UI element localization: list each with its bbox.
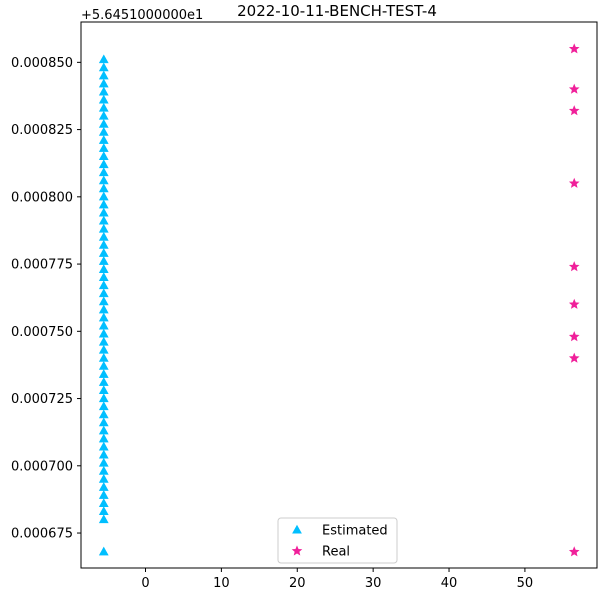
estimated-point (98, 457, 109, 467)
estimated-point (98, 78, 109, 88)
legend-box (277, 517, 398, 564)
y-tick-label: 0.000850 (11, 56, 73, 71)
estimated-point (98, 409, 109, 419)
x-tick-label: 20 (289, 576, 306, 591)
estimated-point (98, 401, 109, 411)
estimated-point (98, 272, 109, 282)
legend-triangle-icon (292, 524, 302, 534)
x-tick-label: 30 (365, 576, 382, 591)
estimated-point (98, 441, 109, 451)
estimated-point (98, 215, 109, 225)
estimated-point (98, 191, 109, 201)
real-point (568, 83, 580, 94)
y-axis: 0.000675 0.000700 0.000725 0.000750 0.000775… (11, 56, 81, 542)
estimated-point (98, 151, 109, 161)
x-tick-label: 40 (441, 576, 458, 591)
estimated-point (98, 417, 109, 427)
estimated-point (98, 159, 109, 169)
estimated-point (98, 328, 109, 338)
estimated-point (98, 304, 109, 314)
estimated-point (98, 320, 109, 330)
estimated-point (98, 118, 109, 128)
estimated-point (98, 280, 109, 290)
y-tick-label: 0.000725 (11, 392, 73, 407)
estimated-point (98, 433, 109, 443)
estimated-point (98, 514, 109, 524)
estimated-point (98, 231, 109, 241)
plot-frame (80, 21, 598, 569)
estimated-point (98, 498, 109, 507)
estimated-point (98, 199, 109, 209)
y-tick-label: 0.000825 (11, 123, 73, 138)
estimated-point (98, 336, 109, 346)
real-point (568, 177, 580, 188)
y-tick-label: 0.000800 (11, 190, 73, 205)
y-tick-label: 0.000700 (11, 459, 73, 474)
real-point (568, 105, 580, 116)
x-tick-label: 0 (141, 576, 149, 591)
estimated-point (98, 62, 109, 72)
estimated-point (98, 312, 109, 322)
estimated-point (98, 344, 109, 354)
estimated-point (98, 256, 109, 265)
y-tick-label: 0.000675 (11, 527, 73, 542)
estimated-point (98, 86, 109, 96)
estimated-point (98, 296, 109, 306)
legend-star-icon (291, 545, 303, 556)
estimated-point (98, 474, 109, 483)
estimated-point (98, 135, 109, 144)
estimated-point (98, 369, 109, 378)
estimated-point (98, 425, 109, 435)
estimated-point (98, 143, 109, 152)
legend-label: Estimated (322, 524, 388, 539)
x-tick-label: 10 (213, 576, 230, 591)
estimated-point (98, 546, 109, 556)
estimated-point (98, 377, 109, 386)
estimated-point (98, 240, 109, 249)
estimated-point (98, 248, 109, 257)
estimated-point (98, 288, 109, 298)
real-point (568, 331, 580, 342)
real-point (568, 352, 580, 363)
estimated-point (98, 352, 109, 362)
y-offset-label: +5.6451000000e1 (81, 8, 203, 23)
legend: Estimated Real (277, 517, 398, 564)
data-markers (98, 43, 580, 557)
estimated-point (98, 207, 109, 217)
estimated-point (98, 490, 109, 499)
estimated-point (98, 465, 109, 475)
estimated-point (98, 223, 109, 233)
estimated-point (98, 183, 109, 193)
estimated-point (98, 264, 109, 273)
y-tick-label: 0.000750 (11, 325, 73, 340)
real-point (568, 546, 580, 557)
real-point (568, 43, 580, 54)
chart-title: 2022-10-11-BENCH-TEST-4 (237, 2, 437, 20)
estimated-point (98, 54, 109, 64)
real-point (568, 298, 580, 309)
y-tick-label: 0.000775 (11, 258, 73, 273)
estimated-point (98, 385, 109, 395)
estimated-point (98, 506, 109, 516)
estimated-point (98, 482, 109, 491)
estimated-point (98, 167, 109, 177)
plot-area (80, 21, 598, 569)
estimated-point (98, 110, 109, 120)
estimated-point (98, 70, 109, 80)
estimated-point (98, 102, 109, 112)
real-point (568, 261, 580, 272)
estimated-point (98, 361, 109, 370)
x-tick-label: 50 (517, 576, 534, 591)
legend-label: Real (322, 545, 350, 560)
estimated-point (98, 94, 109, 104)
estimated-point (98, 393, 109, 403)
estimated-point (98, 127, 109, 136)
estimated-point (98, 449, 109, 459)
x-axis: 0 10 20 30 40 50 (141, 568, 533, 591)
estimated-point (98, 175, 109, 185)
